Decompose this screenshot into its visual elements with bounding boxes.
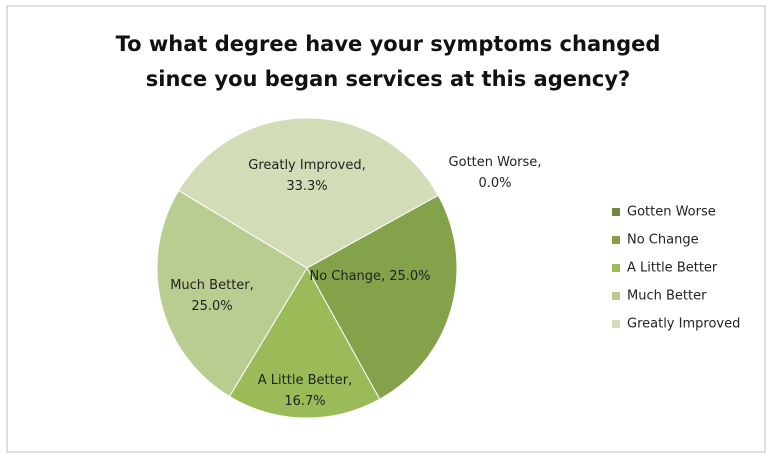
data-label: No Change, 25.0% bbox=[309, 269, 430, 284]
label-category: No Change bbox=[309, 269, 381, 284]
label-value: 25.0% bbox=[191, 299, 232, 314]
label-separator: , bbox=[381, 269, 385, 284]
data-label: A Little Better, 16.7% bbox=[258, 373, 352, 409]
legend-swatch bbox=[612, 320, 620, 328]
label-separator: , bbox=[362, 158, 366, 173]
label-value: 33.3% bbox=[286, 179, 327, 194]
chart-title: since you began services at this agency? bbox=[146, 67, 631, 91]
data-label: Much Better, 25.0% bbox=[170, 278, 254, 314]
label-category: Gotten Worse bbox=[449, 155, 538, 170]
label-category: Greatly Improved bbox=[248, 158, 361, 173]
label-category: A Little Better bbox=[258, 373, 349, 388]
legend-label: Much Better bbox=[627, 289, 707, 304]
label-value: 25.0% bbox=[389, 269, 430, 284]
legend-swatch bbox=[612, 236, 620, 244]
label-separator: , bbox=[537, 155, 541, 170]
label-category: Much Better bbox=[170, 278, 250, 293]
legend-label: A Little Better bbox=[627, 261, 718, 276]
pie-slice bbox=[228, 267, 381, 419]
chart-title: To what degree have your symptoms change… bbox=[116, 32, 661, 56]
pie-slice bbox=[156, 189, 308, 398]
pie-slice bbox=[177, 117, 439, 269]
legend-swatch bbox=[612, 208, 620, 216]
label-separator: , bbox=[348, 373, 352, 388]
label-value: 0.0% bbox=[478, 176, 511, 191]
data-label: Gotten Worse, 0.0% bbox=[449, 155, 542, 191]
legend-label: No Change bbox=[627, 233, 699, 248]
label-value: 16.7% bbox=[284, 394, 325, 409]
label-separator: , bbox=[250, 278, 254, 293]
pie-slice bbox=[306, 194, 458, 400]
legend-label: Gotten Worse bbox=[627, 205, 716, 220]
legend-label: Greatly Improved bbox=[627, 317, 740, 332]
legend-swatch bbox=[612, 292, 620, 300]
data-label: Greatly Improved, 33.3% bbox=[248, 158, 365, 194]
legend-swatch bbox=[612, 264, 620, 272]
